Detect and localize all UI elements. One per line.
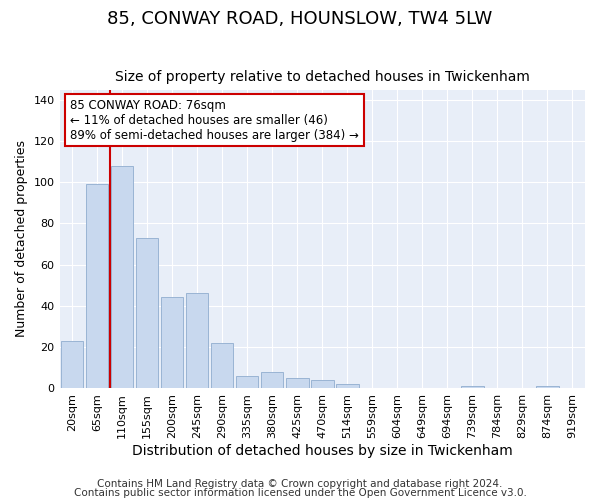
Bar [136, 238, 158, 388]
Bar [61, 340, 83, 388]
Text: Contains HM Land Registry data © Crown copyright and database right 2024.: Contains HM Land Registry data © Crown c… [97, 479, 503, 489]
Bar [536, 386, 559, 388]
Bar [461, 386, 484, 388]
Text: Contains public sector information licensed under the Open Government Licence v3: Contains public sector information licen… [74, 488, 526, 498]
Bar [286, 378, 308, 388]
Bar [336, 384, 359, 388]
Bar [111, 166, 133, 388]
Bar [261, 372, 283, 388]
Title: Size of property relative to detached houses in Twickenham: Size of property relative to detached ho… [115, 70, 530, 85]
Bar [236, 376, 259, 388]
Bar [211, 342, 233, 388]
Y-axis label: Number of detached properties: Number of detached properties [15, 140, 28, 338]
Text: 85, CONWAY ROAD, HOUNSLOW, TW4 5LW: 85, CONWAY ROAD, HOUNSLOW, TW4 5LW [107, 10, 493, 28]
Bar [86, 184, 109, 388]
Bar [186, 294, 208, 388]
Text: 85 CONWAY ROAD: 76sqm
← 11% of detached houses are smaller (46)
89% of semi-deta: 85 CONWAY ROAD: 76sqm ← 11% of detached … [70, 99, 359, 142]
Bar [161, 298, 184, 388]
X-axis label: Distribution of detached houses by size in Twickenham: Distribution of detached houses by size … [132, 444, 512, 458]
Bar [311, 380, 334, 388]
